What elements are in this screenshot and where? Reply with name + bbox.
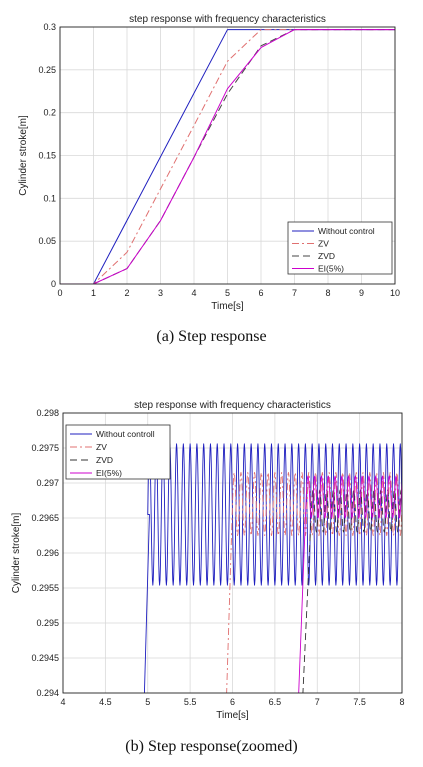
legend-entry: ZVD: [96, 455, 113, 465]
x-tick-label: 6: [230, 697, 235, 707]
y-tick-label: 0.3: [43, 22, 56, 32]
x-tick-label: 5: [225, 288, 230, 298]
series-line-zv: [60, 29, 395, 284]
axes-box-0: [59, 26, 396, 285]
legend-entry: ZV: [318, 239, 329, 249]
x-tick-label: 4: [60, 697, 65, 707]
legend-entry: EI(5%): [318, 264, 344, 274]
x-tick-label: 4.5: [99, 697, 112, 707]
y-tick-label: 0.298: [36, 408, 59, 418]
legend-entry: ZVD: [318, 251, 335, 261]
y-tick-label: 0.2: [43, 108, 56, 118]
series-line-ei-5-: [298, 475, 402, 693]
y-tick-label: 0.05: [38, 236, 56, 246]
x-tick-label: 4: [191, 288, 196, 298]
legend-entry: Without controll: [96, 429, 155, 439]
x-tick-label: 5.5: [184, 697, 197, 707]
y-tick-label: 0.25: [38, 65, 56, 75]
y-tick-label: 0.296: [36, 548, 59, 558]
chart-title-1: step response with frequency characteris…: [134, 400, 331, 411]
x-axis-label-1: Time[s]: [216, 710, 249, 721]
y-axis-label-1: Cylinder stroke[m]: [11, 512, 22, 593]
y-tick-label: 0.2965: [31, 513, 59, 523]
x-tick-label: 6: [258, 288, 263, 298]
y-axis-label-0: Cylinder stroke[m]: [18, 115, 29, 196]
caption-b: (b) Step response(zoomed): [125, 738, 298, 755]
y-tick-label: 0.2945: [31, 653, 59, 663]
x-tick-label: 0: [57, 288, 62, 298]
y-tick-label: 0.2975: [31, 443, 59, 453]
series-group-1: [143, 443, 402, 693]
caption-a: (a) Step response: [156, 328, 267, 345]
x-tick-label: 2: [124, 288, 129, 298]
x-tick-label: 1: [91, 288, 96, 298]
y-tick-label: 0.297: [36, 478, 59, 488]
y-tick-label: 0.15: [38, 151, 56, 161]
x-tick-label: 7: [292, 288, 297, 298]
legend-entry: EI(5%): [96, 468, 122, 478]
x-tick-label: 3: [158, 288, 163, 298]
x-axis-label-0: Time[s]: [211, 301, 244, 312]
y-tick-label: 0.294: [36, 688, 59, 698]
x-tick-label: 6.5: [269, 697, 282, 707]
chart-title-0: step response with frequency characteris…: [129, 14, 326, 25]
y-tick-label: 0: [51, 279, 56, 289]
series-line-zvd: [302, 489, 402, 693]
y-tick-label: 0.295: [36, 618, 59, 628]
x-tick-label: 10: [390, 288, 400, 298]
y-tick-label: 0.1: [43, 193, 56, 203]
x-tick-label: 5: [145, 697, 150, 707]
x-tick-label: 7.5: [353, 697, 366, 707]
x-tick-label: 7: [315, 697, 320, 707]
x-tick-label: 8: [325, 288, 330, 298]
legend-entry: ZV: [96, 442, 107, 452]
y-tick-label: 0.2955: [31, 583, 59, 593]
series-line-without-controll: [143, 443, 402, 693]
legend-entry: Without control: [318, 226, 375, 236]
series-line-ei-5-: [60, 29, 395, 284]
series-group-0: [60, 29, 395, 284]
x-tick-label: 8: [399, 697, 404, 707]
axes-box-1: [62, 412, 403, 694]
x-tick-label: 9: [359, 288, 364, 298]
series-line-zv: [226, 472, 402, 693]
